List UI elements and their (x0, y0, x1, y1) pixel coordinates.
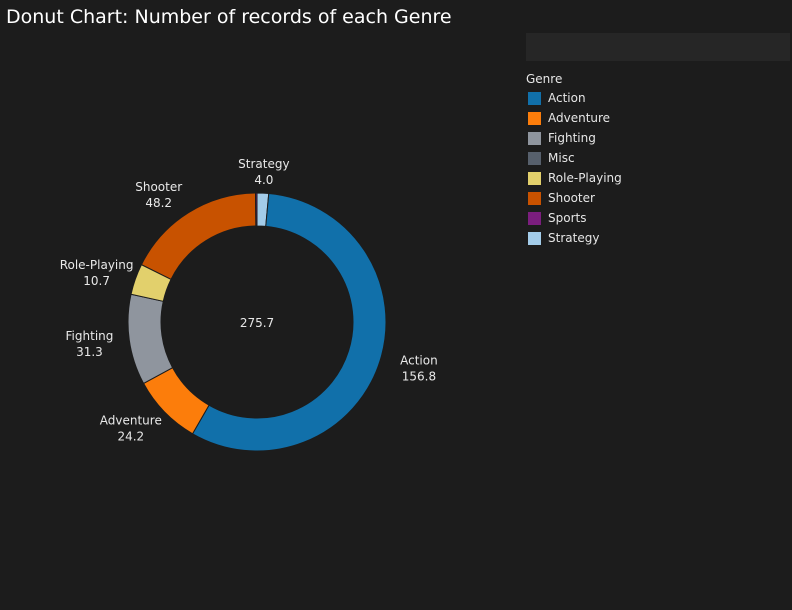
slice-action[interactable] (191, 192, 387, 452)
legend-swatch (528, 151, 541, 165)
slice-label-adventure: Adventure 24.2 (100, 413, 162, 443)
legend-item-sports[interactable]: Sports (526, 208, 622, 228)
legend-item-shooter[interactable]: Shooter (526, 188, 622, 208)
legend-items: Action Adventure Fighting Misc Role-Playing S… (526, 88, 622, 248)
legend-item-role-playing[interactable]: Role-Playing (526, 168, 622, 188)
legend-swatch (528, 91, 541, 105)
legend-label: Action (548, 91, 586, 105)
chart-title: Donut Chart: Number of records of each G… (6, 6, 452, 28)
slice-label-action: Action 156.8 (400, 354, 438, 384)
legend-item-adventure[interactable]: Adventure (526, 108, 622, 128)
slice-sports[interactable] (255, 192, 258, 227)
legend-item-strategy[interactable]: Strategy (526, 228, 622, 248)
legend-label: Fighting (548, 131, 596, 145)
legend-swatch (528, 131, 541, 145)
legend-swatch (528, 211, 541, 225)
legend-label: Role-Playing (548, 171, 622, 185)
legend-swatch (528, 111, 541, 125)
legend-swatch (528, 191, 541, 205)
legend: Genre Action Adventure Fighting Misc Role-Pl… (526, 72, 622, 248)
slice-label-shooter: Shooter 48.2 (135, 180, 182, 210)
legend-label: Strategy (548, 231, 600, 245)
legend-item-misc[interactable]: Misc (526, 148, 622, 168)
donut-slices (127, 192, 387, 452)
legend-swatch (528, 171, 541, 185)
donut-chart: Strategy 4.0 Action 156.8 Adventure 24.2 Fight… (60, 157, 438, 452)
donut-total-label: 275.7 (240, 316, 274, 330)
slice-fighting[interactable] (127, 293, 174, 385)
legend-swatch (528, 231, 541, 245)
legend-label: Sports (548, 211, 587, 225)
legend-item-action[interactable]: Action (526, 88, 622, 108)
slice-label-role-playing: Role-Playing 10.7 (60, 258, 134, 288)
legend-title: Genre (526, 72, 563, 86)
legend-label: Misc (548, 151, 575, 165)
legend-label: Adventure (548, 111, 611, 125)
filter-bar[interactable] (526, 33, 790, 61)
slice-label-fighting: Fighting 31.3 (66, 329, 114, 359)
slice-label-strategy: Strategy 4.0 (238, 157, 289, 187)
legend-label: Shooter (548, 191, 595, 205)
legend-item-fighting[interactable]: Fighting (526, 128, 622, 148)
slice-labels: Strategy 4.0 Action 156.8 Adventure 24.2 Fight… (60, 157, 438, 443)
